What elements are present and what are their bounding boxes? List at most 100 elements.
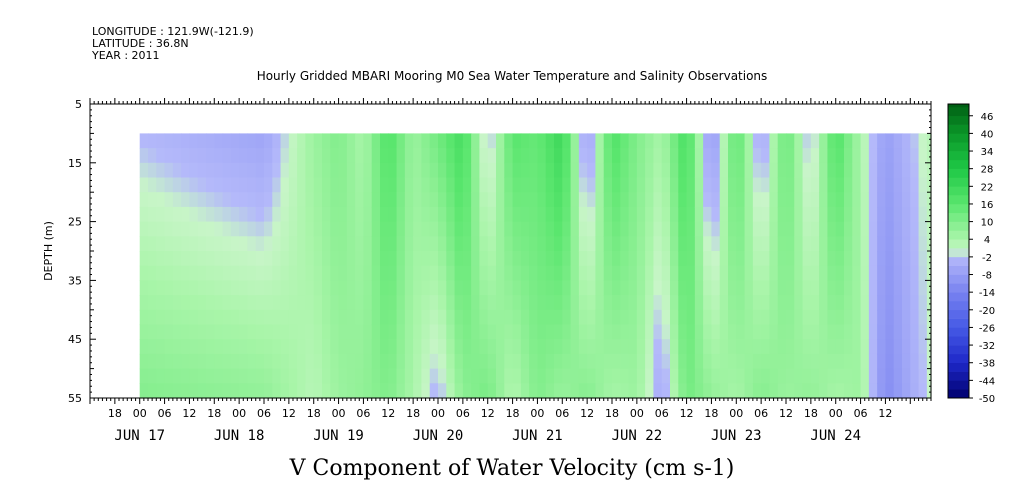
heatmap-cell: [172, 177, 182, 193]
heatmap-cell: [827, 206, 837, 223]
heatmap-cell: [844, 295, 853, 311]
heatmap-cell: [438, 221, 447, 237]
heatmap-cell: [761, 280, 771, 296]
heatmap-cell: [239, 353, 249, 370]
heatmap-cell: [454, 148, 464, 164]
heatmap-cell: [446, 133, 456, 149]
colorbar-swatch: [948, 371, 969, 381]
heatmap-cell: [496, 221, 505, 237]
heatmap-cell: [504, 324, 514, 340]
heatmap-cell: [454, 368, 464, 384]
heatmap-cell: [305, 236, 315, 252]
heatmap-cell: [421, 353, 431, 370]
heatmap-cell: [761, 221, 771, 237]
heatmap-cell: [255, 192, 265, 208]
heatmap-cell: [893, 324, 903, 340]
colorbar-swatch: [948, 159, 969, 169]
heatmap-cell: [653, 324, 663, 340]
heatmap-cell: [636, 162, 646, 179]
heatmap-cell: [206, 368, 215, 384]
heatmap-cell: [479, 324, 489, 340]
heatmap-cell: [139, 251, 149, 267]
heatmap-cell: [346, 236, 356, 252]
heatmap-cell: [454, 280, 464, 296]
heatmap-cell: [578, 251, 588, 267]
heatmap-cell: [496, 133, 505, 149]
heatmap-cell: [678, 353, 688, 370]
heatmap-cell: [206, 324, 215, 340]
heatmap-cell: [545, 236, 555, 252]
heatmap-cell: [562, 206, 572, 223]
heatmap-cell: [570, 339, 580, 355]
heatmap-cell: [288, 236, 298, 252]
heatmap-cell: [496, 383, 505, 399]
heatmap-cell: [612, 368, 621, 384]
heatmap-cell: [181, 192, 191, 208]
heatmap-cell: [587, 206, 597, 223]
heatmap-cell: [264, 339, 273, 355]
heatmap-cell: [554, 353, 563, 370]
heatmap-cell: [172, 206, 182, 223]
x-hour-tick-label: 06: [456, 407, 470, 420]
heatmap-cell: [819, 295, 829, 311]
heatmap-cell: [545, 295, 555, 311]
heatmap-cell: [744, 383, 754, 399]
heatmap-cell: [786, 280, 795, 296]
heatmap-cell: [827, 251, 837, 267]
heatmap-cell: [686, 324, 696, 340]
heatmap-cell: [462, 309, 472, 326]
heatmap-cell: [255, 148, 265, 164]
heatmap-cell: [570, 265, 580, 281]
heatmap-cell: [620, 162, 630, 179]
heatmap-cell: [247, 265, 257, 281]
heatmap-cell: [769, 309, 779, 326]
heatmap-cell: [661, 368, 671, 384]
heatmap-cell: [877, 221, 887, 237]
heatmap-cell: [537, 162, 547, 179]
heatmap-cell: [272, 324, 282, 340]
heatmap-cell: [429, 206, 439, 223]
heatmap-cell: [877, 236, 887, 252]
y-tick-label: 35: [68, 274, 82, 287]
heatmap-cell: [197, 309, 207, 326]
x-hour-tick-label: 06: [356, 407, 370, 420]
heatmap-cell: [728, 265, 737, 281]
heatmap-cell: [197, 324, 207, 340]
heatmap-cell: [247, 324, 257, 340]
heatmap-cell: [902, 265, 911, 281]
colorbar-swatch: [948, 221, 969, 231]
heatmap-cell: [156, 177, 166, 193]
heatmap-cell: [868, 133, 878, 149]
heatmap-cell: [736, 192, 746, 208]
heatmap-cell: [570, 206, 580, 223]
heatmap-cell: [827, 295, 837, 311]
heatmap-cell: [363, 324, 373, 340]
heatmap-cell: [628, 148, 638, 164]
heatmap-cell: [827, 192, 837, 208]
heatmap-cell: [926, 251, 932, 267]
heatmap-cell: [603, 353, 613, 370]
heatmap-cell: [612, 383, 621, 399]
heatmap-cell: [794, 295, 804, 311]
heatmap-cell: [661, 295, 671, 311]
heatmap-cell: [678, 133, 688, 149]
heatmap-cell: [893, 251, 903, 267]
heatmap-cell: [885, 206, 895, 223]
heatmap-cell: [297, 133, 307, 149]
x-hour-tick-label: 00: [829, 407, 843, 420]
heatmap-cell: [587, 192, 597, 208]
heatmap-cell: [181, 324, 191, 340]
heatmap-cell: [197, 148, 207, 164]
heatmap-cell: [537, 368, 547, 384]
heatmap-cell: [313, 148, 323, 164]
heatmap-cell: [769, 162, 779, 179]
heatmap-cell: [554, 133, 563, 149]
heatmap-cell: [462, 368, 472, 384]
heatmap-cell: [214, 236, 224, 252]
heatmap-cell: [653, 265, 663, 281]
heatmap-cell: [653, 206, 663, 223]
heatmap-cell: [694, 295, 704, 311]
heatmap-cell: [189, 309, 199, 326]
heatmap-cell: [230, 324, 240, 340]
heatmap-cell: [885, 368, 895, 384]
